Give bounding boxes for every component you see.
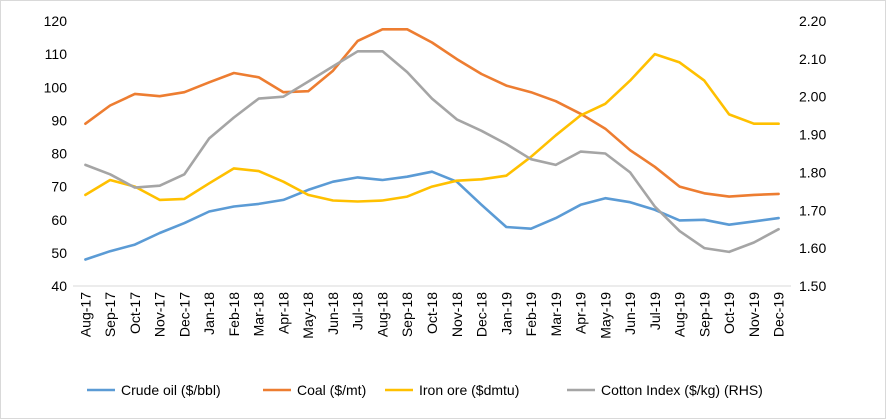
legend-label: Cotton Index ($/kg) (RHS) — [601, 382, 763, 398]
x-axis-tick-label: Dec-18 — [474, 292, 490, 337]
x-axis-tick-label: Jul-19 — [647, 292, 663, 330]
legend-label: Iron ore ($dmtu) — [419, 382, 519, 398]
left-axis-tick-label: 90 — [51, 112, 67, 128]
x-axis-tick-label: Jun-18 — [325, 292, 341, 335]
right-axis-tick-label: 1.90 — [799, 127, 826, 143]
legend-label: Coal ($/mt) — [297, 382, 366, 398]
left-axis-ticks: 40 50 60 70 80 90 100 110 120 — [44, 13, 68, 294]
x-axis-tick-label: May-19 — [597, 292, 613, 339]
x-axis-tick-label: Jun-19 — [622, 292, 638, 335]
legend-label: Crude oil ($/bbl) — [121, 382, 221, 398]
series-lines — [84, 27, 780, 261]
right-axis-tick-label: 1.80 — [799, 164, 826, 180]
right-axis-ticks: 1.50 1.60 1.70 1.80 1.90 2.00 2.10 2.20 — [799, 13, 826, 294]
right-axis-tick-label: 1.50 — [799, 278, 826, 294]
right-axis-tick-label: 2.10 — [799, 51, 826, 67]
series-line-3 — [84, 49, 780, 254]
left-axis-tick-label: 50 — [51, 245, 67, 261]
series-line-2 — [84, 52, 780, 203]
x-axis-tick-label: Dec-19 — [771, 292, 787, 337]
right-axis-tick-label: 1.70 — [799, 202, 826, 218]
x-axis-tick-label: Nov-18 — [449, 292, 465, 337]
x-axis-tick-label: Nov-19 — [746, 292, 762, 337]
x-axis-tick-label: Mar-18 — [251, 292, 267, 337]
left-axis-tick-label: 40 — [51, 278, 67, 294]
x-axis-tick-label: Aug-19 — [672, 292, 688, 337]
x-axis-ticks: Aug-17 Sep-17 Oct-17 Nov-17 Dec-17 Jan-18 Feb-… — [77, 292, 786, 339]
left-axis-tick-label: 110 — [45, 46, 68, 62]
x-axis-tick-label: Sep-19 — [696, 292, 712, 337]
x-axis-tick-label: Nov-17 — [152, 292, 168, 337]
legend: Crude oil ($/bbl) Coal ($/mt) Iron ore ($d… — [87, 382, 763, 398]
left-axis-tick-label: 120 — [44, 13, 68, 29]
x-axis-tick-label: Apr-18 — [275, 292, 291, 334]
x-axis-tick-label: Jan-18 — [201, 292, 217, 335]
left-axis-tick-label: 80 — [51, 146, 67, 162]
x-axis-tick-label: Aug-18 — [374, 292, 390, 337]
x-axis-tick-label: Dec-17 — [176, 292, 192, 337]
x-axis-tick-label: Sep-17 — [102, 292, 118, 337]
x-axis-tick-label: Aug-17 — [77, 292, 93, 337]
x-axis-tick-label: Feb-18 — [226, 292, 242, 337]
left-axis-tick-label: 70 — [51, 179, 67, 195]
right-axis-tick-label: 2.20 — [799, 13, 826, 29]
x-axis-tick-label: May-18 — [300, 292, 316, 339]
x-axis-tick-label: Mar-19 — [548, 292, 564, 337]
right-axis-tick-label: 2.00 — [799, 89, 826, 105]
x-axis-tick-label: Apr-19 — [573, 292, 589, 334]
x-axis-tick-label: Jan-19 — [498, 292, 514, 335]
left-axis-tick-label: 60 — [51, 212, 67, 228]
right-axis-tick-label: 1.60 — [799, 240, 826, 256]
x-axis-tick-label: Feb-19 — [523, 292, 539, 337]
series-line-1 — [84, 27, 780, 198]
series-line-0 — [84, 170, 780, 261]
x-axis-tick-label: Jul-18 — [350, 292, 366, 330]
x-axis-tick-label: Sep-18 — [399, 292, 415, 337]
x-axis-tick-label: Oct-19 — [721, 292, 737, 334]
left-axis-tick-label: 100 — [44, 79, 68, 95]
x-axis-tick-label: Oct-18 — [424, 292, 440, 334]
x-axis-tick-label: Oct-17 — [127, 292, 143, 334]
